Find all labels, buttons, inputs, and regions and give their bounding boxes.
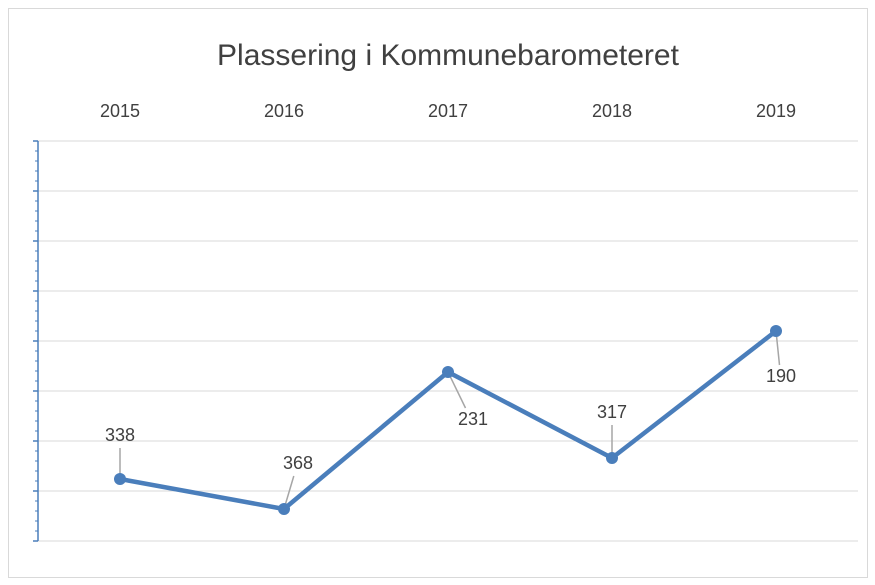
chart-title: Plassering i Kommunebarometeret [217,39,680,72]
data-label: 190 [766,366,796,386]
x-tick-label: 2019 [756,101,796,121]
marker [770,325,782,337]
marker [114,473,126,485]
x-tick-label: 2015 [100,101,140,121]
x-tick-label: 2017 [428,101,468,121]
data-label: 368 [283,453,313,473]
data-label: 338 [105,425,135,445]
marker [442,366,454,378]
data-label: 231 [458,409,488,429]
leader-line [447,371,467,409]
x-tick-label: 2016 [264,101,304,121]
marker [606,452,618,464]
data-label: 317 [597,402,627,422]
chart-border [8,8,868,578]
marker [278,503,290,515]
x-tick-label: 2018 [592,101,632,121]
